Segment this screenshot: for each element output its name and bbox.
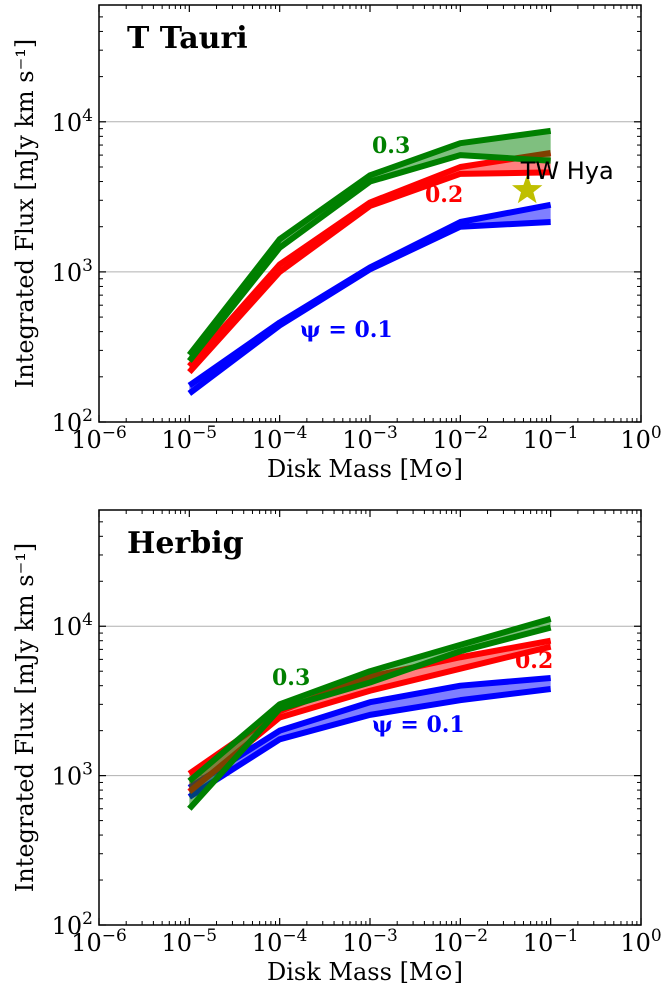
series-line-upper <box>187 675 551 791</box>
x-axis-label: Disk Mass [M⊙] <box>267 958 463 986</box>
x-tick-label: 10−2 <box>433 423 489 454</box>
series-line-lower <box>187 219 551 396</box>
series-band <box>189 678 551 797</box>
series-line-upper <box>186 127 552 357</box>
y-tick-label: 102 <box>52 406 93 437</box>
x-tick-label: 10−1 <box>523 423 579 454</box>
y-tick-label: 103 <box>52 760 93 791</box>
series-line-lower <box>187 624 552 811</box>
panel-herbig: ψ = 0.1 0.2 0.3 10−6 10−5 10−4 10−3 10−2 10−1 100… <box>11 509 662 986</box>
series-label: ψ = 0.1 <box>300 317 393 343</box>
x-tick-label: 10−1 <box>523 926 579 957</box>
axes-frame <box>98 4 642 423</box>
series-band <box>189 204 551 394</box>
x-tick-label: 10−3 <box>342 926 398 957</box>
x-tick-label: 100 <box>620 926 661 957</box>
series-label: 0.2 <box>515 648 553 674</box>
x-tick-label: 10−6 <box>71 926 127 957</box>
y-axis-label: Integrated Flux [mJy km s⁻¹] <box>11 543 39 893</box>
series-label: 0.2 <box>425 182 463 208</box>
x-tick-label: 10−5 <box>162 423 218 454</box>
x-axis-label: Disk Mass [M⊙] <box>267 455 463 483</box>
y-axis-label: Integrated Flux [mJy km s⁻¹] <box>11 39 39 389</box>
x-tick-label: 10−6 <box>71 423 127 454</box>
x-tick-label: 100 <box>620 423 661 454</box>
y-tick-label: 104 <box>52 610 93 641</box>
series-line-upper <box>187 149 552 369</box>
y-tick-label: 102 <box>52 909 93 940</box>
series-line-upper <box>187 616 552 784</box>
x-tick-label: 10−3 <box>342 423 398 454</box>
y-tick-label: 103 <box>52 256 93 287</box>
series-line-lower <box>186 152 551 363</box>
x-tick-label: 10−4 <box>252 423 308 454</box>
x-tick-label: 10−5 <box>162 926 218 957</box>
series-label: 0.3 <box>272 665 310 691</box>
panel-ttauri: ψ = 0.1 0.2 0.3 TW Hya 10−6 10−5 10−4 10−3 10−2 1… <box>11 4 662 483</box>
x-tick-label: 10−4 <box>252 926 308 957</box>
y-tick-label: 104 <box>52 106 93 137</box>
series-line-lower <box>187 686 552 800</box>
series-line-lower <box>187 169 551 375</box>
x-tick-label: 10−2 <box>433 926 489 957</box>
panel-title: T Tauri <box>127 21 248 56</box>
annotation-label: TW Hya <box>520 157 614 185</box>
series-label: 0.3 <box>372 133 410 159</box>
panel-title: Herbig <box>127 526 244 561</box>
series-label: ψ = 0.1 <box>372 712 465 738</box>
tw-hya-star-marker <box>512 174 543 204</box>
